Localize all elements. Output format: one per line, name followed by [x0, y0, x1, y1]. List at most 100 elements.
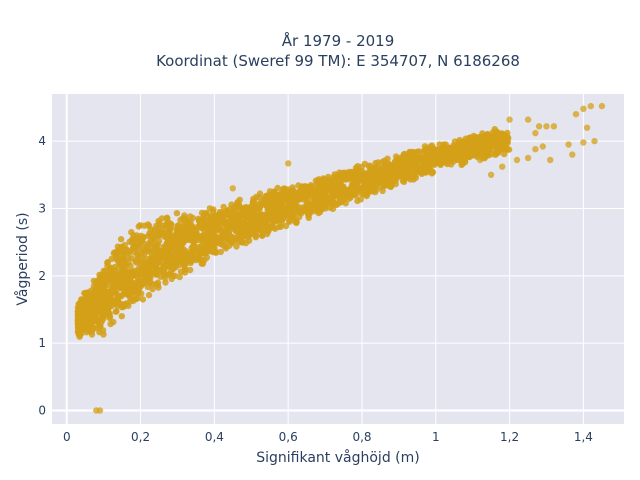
data-point	[372, 159, 379, 167]
data-point	[154, 281, 162, 289]
data-point	[117, 236, 125, 243]
data-point	[147, 232, 155, 239]
y-axis-title: Vågperiod (s)	[14, 212, 31, 305]
data-point	[414, 167, 422, 175]
data-point	[358, 190, 366, 198]
data-point	[487, 171, 495, 178]
data-point	[295, 208, 302, 215]
data-point	[489, 142, 497, 150]
data-point	[314, 189, 321, 197]
data-point	[101, 285, 108, 293]
data-point	[418, 156, 425, 163]
data-point	[124, 254, 132, 261]
chart-title-line-2: Koordinat (Sweref 99 TM): E 354707, N 61…	[156, 52, 520, 70]
data-point	[141, 277, 148, 284]
data-point	[436, 141, 443, 148]
x-tick-label: 0,2	[131, 430, 150, 444]
data-point	[87, 307, 95, 315]
data-point	[243, 216, 251, 223]
data-point	[130, 286, 137, 294]
data-point	[352, 168, 360, 175]
data-point	[503, 146, 511, 153]
data-point	[495, 147, 502, 155]
data-point	[118, 313, 126, 320]
data-point	[539, 143, 546, 150]
data-point	[302, 186, 309, 193]
data-point	[482, 132, 490, 139]
data-point	[140, 245, 147, 253]
data-point	[550, 123, 558, 130]
data-point	[382, 164, 389, 172]
data-point	[135, 275, 142, 282]
data-point	[256, 194, 263, 201]
data-point	[277, 198, 284, 205]
data-point	[226, 242, 233, 249]
data-point	[163, 214, 171, 221]
data-point	[451, 138, 459, 145]
data-point	[236, 228, 244, 235]
data-point	[111, 249, 119, 256]
data-point	[156, 232, 163, 239]
data-point	[348, 188, 355, 195]
data-point	[524, 116, 532, 123]
data-point	[224, 221, 231, 229]
data-point	[580, 139, 587, 146]
data-point	[364, 169, 372, 176]
y-tick-label: 2	[38, 269, 46, 283]
data-point	[128, 273, 135, 280]
data-point	[172, 264, 180, 271]
data-point	[285, 160, 292, 167]
data-point	[387, 164, 395, 172]
data-point	[421, 147, 428, 154]
data-point	[143, 261, 150, 268]
data-point	[217, 226, 224, 233]
data-point	[145, 291, 153, 299]
data-point	[208, 213, 215, 221]
data-point	[126, 238, 133, 245]
data-point	[225, 228, 233, 235]
data-point	[425, 166, 432, 173]
data-point	[222, 210, 229, 217]
data-point	[167, 268, 175, 275]
data-point	[132, 257, 139, 265]
data-point	[499, 163, 506, 170]
data-point	[339, 196, 346, 203]
data-point	[270, 224, 277, 231]
data-point	[243, 206, 250, 214]
data-point	[156, 249, 163, 257]
data-point	[116, 251, 124, 259]
data-point	[285, 196, 292, 204]
data-point	[303, 197, 310, 204]
data-point	[229, 185, 236, 192]
data-point	[355, 184, 362, 192]
data-point	[235, 201, 243, 208]
data-point	[319, 190, 326, 197]
data-point	[233, 243, 240, 250]
data-point	[292, 217, 299, 224]
data-point	[107, 320, 114, 328]
data-point	[130, 248, 138, 255]
data-point	[267, 206, 274, 213]
data-point	[427, 161, 434, 168]
data-point	[153, 245, 160, 252]
data-point	[128, 229, 135, 236]
data-point	[249, 199, 257, 206]
data-point	[199, 215, 207, 223]
data-point	[242, 239, 250, 247]
x-tick-label: 1,2	[500, 430, 519, 444]
x-axis-ticks: 0 0,2 0,4 0,6 0,8 1 1,2 1,4	[63, 430, 593, 444]
data-point	[433, 149, 440, 156]
data-point	[370, 177, 377, 185]
data-point	[176, 273, 183, 281]
data-point	[308, 204, 315, 211]
data-point	[198, 257, 205, 264]
data-point	[437, 160, 444, 168]
data-point	[255, 212, 263, 220]
data-point	[264, 218, 271, 225]
data-point	[232, 237, 239, 244]
data-point	[275, 223, 283, 231]
x-tick-label: 0,8	[352, 430, 371, 444]
data-point	[392, 153, 400, 160]
data-point	[565, 141, 572, 148]
data-point	[135, 290, 142, 297]
